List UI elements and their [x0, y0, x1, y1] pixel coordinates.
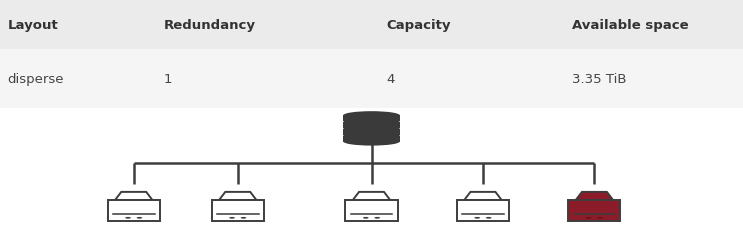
Ellipse shape	[343, 118, 400, 127]
Circle shape	[241, 217, 247, 219]
Circle shape	[125, 217, 131, 219]
Circle shape	[374, 217, 380, 219]
Polygon shape	[115, 192, 152, 200]
FancyBboxPatch shape	[457, 200, 509, 221]
Ellipse shape	[343, 132, 400, 140]
Circle shape	[486, 217, 492, 219]
FancyBboxPatch shape	[343, 136, 400, 142]
Polygon shape	[353, 192, 390, 200]
Circle shape	[585, 217, 591, 219]
Circle shape	[597, 217, 603, 219]
Bar	[0, 0, 743, 50]
Polygon shape	[576, 192, 613, 200]
Text: Capacity: Capacity	[386, 18, 451, 32]
Circle shape	[474, 217, 480, 219]
FancyBboxPatch shape	[345, 200, 398, 221]
Text: disperse: disperse	[7, 73, 64, 86]
Text: 3.35 TiB: 3.35 TiB	[572, 73, 626, 86]
Ellipse shape	[343, 112, 400, 120]
Text: 1: 1	[163, 73, 172, 86]
Polygon shape	[219, 192, 256, 200]
FancyBboxPatch shape	[343, 123, 400, 128]
Text: 4: 4	[386, 73, 395, 86]
Text: Layout: Layout	[7, 18, 58, 32]
Ellipse shape	[343, 125, 400, 133]
Circle shape	[363, 217, 369, 219]
Circle shape	[229, 217, 235, 219]
Circle shape	[137, 217, 143, 219]
Text: Redundancy: Redundancy	[163, 18, 256, 32]
FancyBboxPatch shape	[568, 200, 620, 221]
FancyBboxPatch shape	[108, 200, 160, 221]
FancyBboxPatch shape	[343, 116, 400, 121]
Bar	[0, 50, 743, 109]
Polygon shape	[464, 192, 502, 200]
FancyBboxPatch shape	[212, 200, 264, 221]
FancyBboxPatch shape	[343, 129, 400, 135]
Text: Available space: Available space	[572, 18, 689, 32]
Ellipse shape	[343, 138, 400, 146]
